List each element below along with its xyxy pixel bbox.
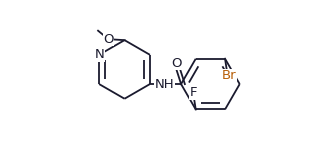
Text: Br: Br (221, 69, 236, 82)
Text: F: F (190, 86, 198, 99)
Text: NH: NH (154, 78, 174, 91)
Text: O: O (103, 33, 114, 46)
Text: O: O (171, 57, 182, 70)
Text: N: N (94, 48, 104, 61)
